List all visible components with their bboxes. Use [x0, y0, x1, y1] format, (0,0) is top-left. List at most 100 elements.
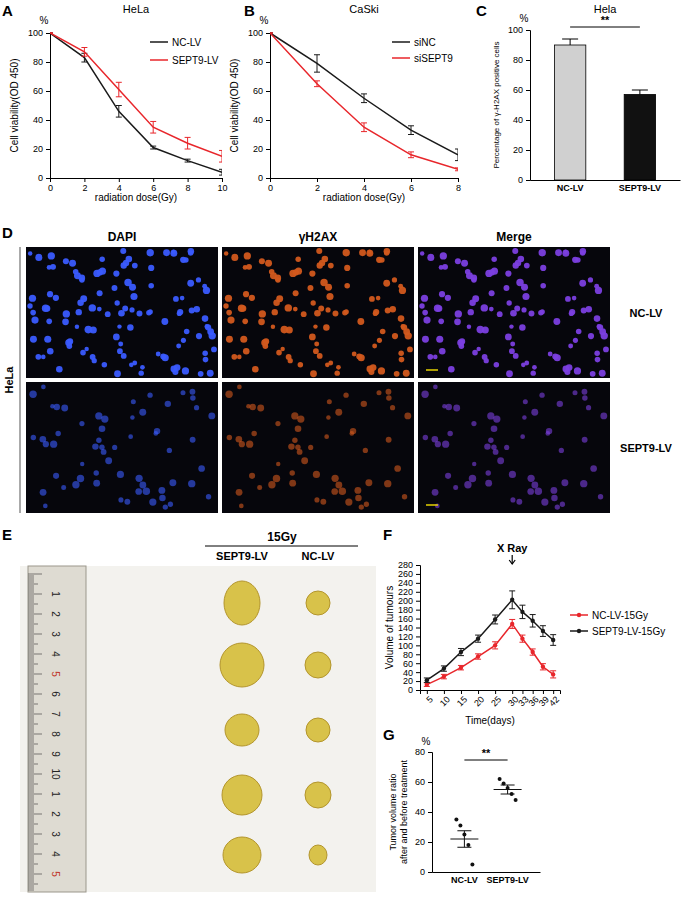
ruler-tick — [28, 600, 34, 601]
tick-mark — [46, 178, 50, 179]
error-stem — [364, 123, 365, 132]
ruler-tick — [28, 846, 34, 847]
ruler-tick — [28, 698, 34, 699]
error-cap — [501, 794, 515, 795]
cell-nucleus — [540, 309, 545, 314]
cell-nucleus — [466, 272, 473, 279]
ruler-tick — [28, 828, 34, 829]
marker — [530, 650, 534, 654]
cell-nucleus — [163, 504, 168, 509]
cell-nucleus — [588, 333, 594, 339]
tumour — [224, 581, 260, 625]
tick-label: 8 — [456, 183, 461, 193]
ruler-tick — [28, 702, 34, 703]
cell-nucleus — [494, 362, 500, 368]
tick-label: 260 — [398, 569, 413, 579]
error-cap — [530, 655, 536, 656]
ruler-tick — [28, 602, 34, 603]
error-cap — [185, 159, 191, 160]
tick-mark — [266, 62, 270, 63]
y-axis: 020406080100 — [248, 28, 271, 183]
tick-label: NC-LV — [557, 183, 584, 193]
axis-line — [433, 872, 541, 873]
ruler-tick — [28, 750, 34, 751]
cell-nucleus — [190, 389, 196, 395]
ruler-tick — [28, 598, 34, 599]
tick: 0 — [48, 178, 53, 193]
cell-nucleus — [55, 431, 60, 436]
cell-nucleus — [126, 256, 133, 263]
cell-nucleus — [117, 471, 124, 478]
cell-nucleus — [127, 324, 133, 330]
tick-mark — [416, 645, 420, 646]
tick-mark — [46, 91, 50, 92]
tick-label: 40 — [403, 668, 413, 678]
cell-nucleus — [328, 361, 333, 366]
cell-nucleus — [455, 258, 461, 264]
ruler-label: 4 — [50, 851, 61, 857]
ruler-tick — [28, 742, 34, 743]
cell-nucleus — [322, 256, 329, 263]
error-cap — [441, 665, 447, 666]
ruler-tick — [28, 708, 34, 709]
cell-nucleus — [118, 497, 123, 502]
tick: 60 — [33, 86, 50, 96]
tick: 5 — [424, 690, 435, 705]
ruler-label: 5 — [50, 871, 61, 877]
tick-mark — [266, 149, 270, 150]
marker — [551, 638, 555, 642]
ruler-tick — [28, 694, 42, 695]
ruler-tick — [28, 818, 34, 819]
legend-marker — [577, 629, 581, 633]
tick-label: 5 — [424, 694, 435, 705]
error-cap — [530, 648, 536, 649]
cell-nucleus — [350, 428, 356, 434]
point — [466, 843, 470, 847]
tick-label: 6 — [409, 183, 414, 193]
cell-nucleus — [290, 470, 295, 475]
micrograph — [26, 247, 218, 378]
tick-label: 240 — [398, 578, 413, 588]
ruler-tick — [28, 680, 34, 681]
cell-nucleus — [80, 350, 86, 356]
micrograph-bg — [26, 247, 218, 378]
cell-nucleus — [324, 434, 329, 439]
error-bar — [441, 666, 447, 671]
cell-nucleus — [79, 421, 84, 426]
cell-nucleus — [198, 371, 204, 377]
micrograph — [26, 382, 218, 513]
tick-mark — [364, 178, 365, 182]
axis-title: Percentage of γ-H2AX positive cells — [492, 41, 501, 168]
tick: 200 — [398, 596, 420, 606]
tumour — [306, 718, 330, 742]
ruler-tick — [28, 830, 34, 831]
micrograph — [418, 247, 610, 378]
cell-nucleus — [111, 285, 117, 291]
tick-label: 60 — [513, 85, 523, 95]
ruler-tick — [28, 588, 34, 589]
cell-nucleus — [513, 262, 519, 268]
tick: 80 — [403, 650, 420, 660]
error-bar — [116, 82, 122, 97]
point — [470, 863, 474, 867]
error-bar — [270, 33, 273, 34]
tick-label: 60 — [253, 86, 263, 96]
tick-mark — [512, 690, 513, 694]
tick-mark — [46, 33, 50, 34]
tick-label: 20 — [33, 144, 43, 154]
error-stem — [317, 55, 318, 72]
tick-mark — [416, 690, 420, 691]
error-cap — [361, 102, 367, 103]
error-cap — [270, 33, 273, 34]
cell-nucleus — [139, 482, 146, 489]
tick-mark — [416, 565, 420, 566]
scale-bar — [426, 504, 438, 506]
cell-nucleus — [569, 309, 575, 315]
ruler-label: 10 — [50, 768, 61, 780]
tick: 0 — [38, 173, 50, 183]
tick-mark — [416, 583, 420, 584]
ruler-tick — [28, 838, 34, 839]
tick: 80 — [253, 57, 270, 67]
ruler-tick — [28, 628, 34, 629]
cell-nucleus — [273, 475, 280, 482]
